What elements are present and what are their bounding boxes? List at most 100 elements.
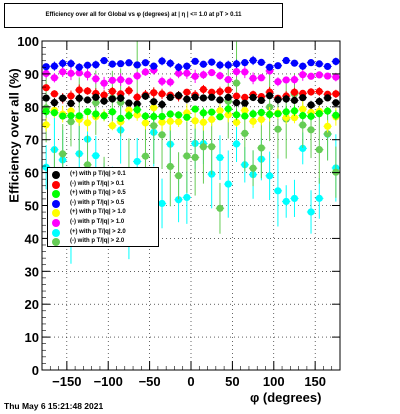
data-point bbox=[117, 94, 125, 102]
title-box: Efficiency over all for Global vs φ (deg… bbox=[4, 3, 283, 28]
data-point bbox=[323, 62, 332, 71]
data-point bbox=[100, 97, 108, 105]
data-point bbox=[241, 93, 249, 101]
data-point bbox=[257, 144, 265, 152]
legend-marker bbox=[52, 171, 60, 179]
y-tick-label: 50 bbox=[25, 199, 39, 214]
legend-label: (+) with p T/|q| > 2.0 bbox=[70, 228, 126, 235]
data-point bbox=[141, 59, 150, 67]
data-point bbox=[83, 108, 92, 116]
data-point bbox=[266, 92, 274, 100]
series-3 bbox=[42, 55, 340, 72]
data-point bbox=[100, 57, 108, 65]
data-point bbox=[83, 61, 92, 69]
x-axis-label: φ (degrees) bbox=[250, 390, 322, 405]
data-point bbox=[92, 152, 100, 160]
data-point bbox=[315, 110, 323, 118]
legend-label: (-) with p T/|q| > 0.1 bbox=[70, 180, 125, 187]
data-point bbox=[290, 88, 299, 96]
data-point bbox=[75, 94, 83, 102]
data-point bbox=[83, 87, 92, 95]
data-point bbox=[100, 91, 108, 99]
data-point bbox=[191, 153, 199, 162]
data-point bbox=[42, 107, 50, 116]
x-tick-label: 100 bbox=[263, 374, 285, 389]
data-point bbox=[42, 63, 50, 71]
data-point bbox=[249, 110, 257, 118]
data-point bbox=[183, 62, 191, 70]
data-point bbox=[42, 94, 50, 102]
legend-marker bbox=[52, 180, 60, 189]
data-point bbox=[100, 112, 108, 120]
data-point bbox=[67, 92, 75, 100]
data-point bbox=[323, 94, 332, 102]
data-point bbox=[290, 194, 299, 203]
data-point bbox=[42, 84, 50, 92]
series-5 bbox=[42, 65, 340, 90]
data-point bbox=[282, 113, 290, 122]
data-point bbox=[257, 115, 265, 124]
data-point bbox=[125, 111, 133, 120]
data-point bbox=[174, 118, 183, 126]
data-point bbox=[108, 60, 116, 68]
data-point bbox=[282, 197, 290, 206]
data-point bbox=[191, 57, 199, 65]
data-point bbox=[249, 56, 257, 65]
data-point bbox=[166, 59, 174, 67]
data-point bbox=[92, 93, 100, 101]
data-point bbox=[50, 109, 59, 117]
legend-marker bbox=[52, 190, 60, 199]
y-tick-label: 20 bbox=[25, 297, 39, 312]
data-point bbox=[208, 143, 216, 151]
data-point bbox=[108, 122, 116, 130]
data-point bbox=[92, 110, 100, 118]
data-point bbox=[141, 92, 150, 100]
data-point bbox=[141, 68, 150, 76]
data-point bbox=[92, 61, 100, 69]
data-point bbox=[183, 113, 191, 121]
data-point bbox=[150, 104, 158, 112]
legend-entry: (-) with p T/|q| > 0.5 bbox=[48, 199, 160, 209]
data-point bbox=[224, 61, 232, 69]
data-point bbox=[274, 96, 282, 104]
data-point bbox=[158, 77, 166, 85]
data-point bbox=[174, 172, 183, 180]
data-point bbox=[92, 75, 100, 83]
data-point bbox=[133, 100, 141, 108]
data-point bbox=[183, 193, 191, 202]
data-point bbox=[241, 112, 249, 120]
y-tick-label: 70 bbox=[25, 133, 39, 148]
data-point bbox=[216, 61, 224, 69]
data-point bbox=[117, 60, 125, 68]
data-point bbox=[108, 95, 116, 103]
data-point bbox=[307, 126, 315, 134]
y-tick-label: 40 bbox=[25, 231, 39, 246]
data-point bbox=[257, 96, 265, 105]
data-point bbox=[232, 118, 241, 126]
y-tick-label: 30 bbox=[25, 264, 39, 279]
data-point bbox=[307, 112, 315, 120]
data-point bbox=[257, 58, 265, 66]
data-point bbox=[158, 199, 166, 208]
data-point bbox=[290, 76, 299, 84]
data-point bbox=[199, 60, 208, 68]
data-point bbox=[199, 109, 208, 117]
data-point bbox=[150, 89, 158, 97]
data-point bbox=[241, 99, 249, 107]
data-point bbox=[174, 91, 183, 100]
data-point bbox=[241, 59, 249, 67]
data-point bbox=[216, 72, 224, 80]
data-point bbox=[266, 172, 274, 180]
series-0 bbox=[42, 91, 340, 110]
data-point bbox=[216, 96, 224, 104]
data-point bbox=[166, 162, 174, 171]
data-point bbox=[125, 59, 133, 67]
data-point bbox=[216, 88, 224, 96]
data-point bbox=[183, 95, 191, 103]
data-point bbox=[290, 59, 299, 67]
data-point bbox=[282, 76, 290, 84]
data-point bbox=[249, 117, 257, 125]
data-point bbox=[232, 99, 241, 107]
data-point bbox=[307, 59, 315, 67]
data-point bbox=[166, 117, 174, 125]
